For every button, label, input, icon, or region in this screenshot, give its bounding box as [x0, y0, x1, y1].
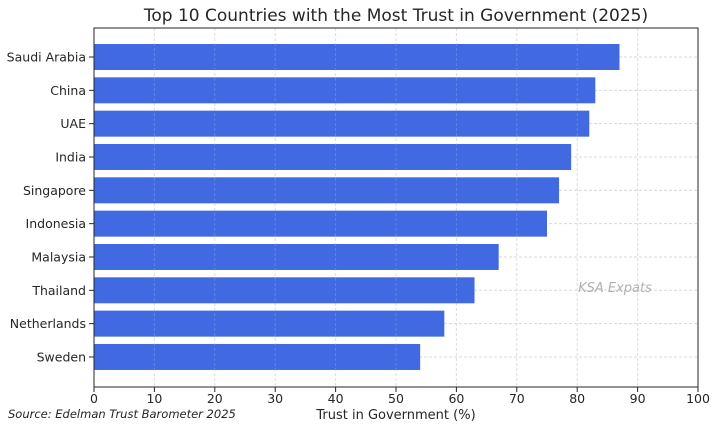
x-tick-label: 90 — [630, 391, 646, 406]
bar-thailand — [94, 277, 475, 304]
y-tick-label: Indonesia — [26, 216, 86, 231]
bar-china — [94, 77, 596, 104]
x-tick-label: 80 — [569, 391, 585, 406]
y-tick-label: Netherlands — [10, 316, 86, 331]
bar-malaysia — [94, 243, 499, 270]
bar-sweden — [94, 343, 421, 370]
y-tick-label: Singapore — [23, 183, 86, 198]
x-tick-label: 100 — [686, 391, 710, 406]
x-tick-label: 20 — [207, 391, 223, 406]
y-tick-label: Sweden — [37, 349, 86, 364]
x-tick-label: 70 — [509, 391, 525, 406]
x-tick-labels: 0 10 20 30 40 50 60 70 80 90 100 — [90, 387, 710, 406]
bar-singapore — [94, 177, 560, 204]
source-note: Source: Edelman Trust Barometer 2025 — [8, 407, 236, 421]
bar-netherlands — [94, 310, 445, 337]
x-tick-label: 10 — [146, 391, 162, 406]
x-tick-label: 50 — [388, 391, 404, 406]
y-tick-label: India — [55, 149, 86, 164]
y-tick-label: Thailand — [31, 283, 86, 298]
chart-title: Top 10 Countries with the Most Trust in … — [143, 6, 648, 26]
bar-saudi-arabia — [94, 44, 620, 70]
x-tick-label: 30 — [267, 391, 283, 406]
y-tick-label: China — [50, 83, 86, 98]
y-tick-label: Malaysia — [31, 249, 86, 264]
y-tick-label: Saudi Arabia — [7, 50, 86, 65]
bar-indonesia — [94, 210, 547, 237]
bars — [93, 28, 699, 387]
bar-india — [94, 143, 572, 170]
watermark: KSA Expats — [578, 281, 652, 296]
x-tick-label: 0 — [90, 391, 98, 406]
x-axis-label: Trust in Government (%) — [315, 408, 475, 423]
bar-uae — [94, 110, 590, 137]
y-tick-labels: Saudi Arabia China UAE India Singapore Indone… — [7, 50, 94, 364]
y-tick-label: UAE — [60, 116, 86, 131]
x-tick-label: 60 — [448, 391, 464, 406]
x-tick-label: 40 — [328, 391, 344, 406]
